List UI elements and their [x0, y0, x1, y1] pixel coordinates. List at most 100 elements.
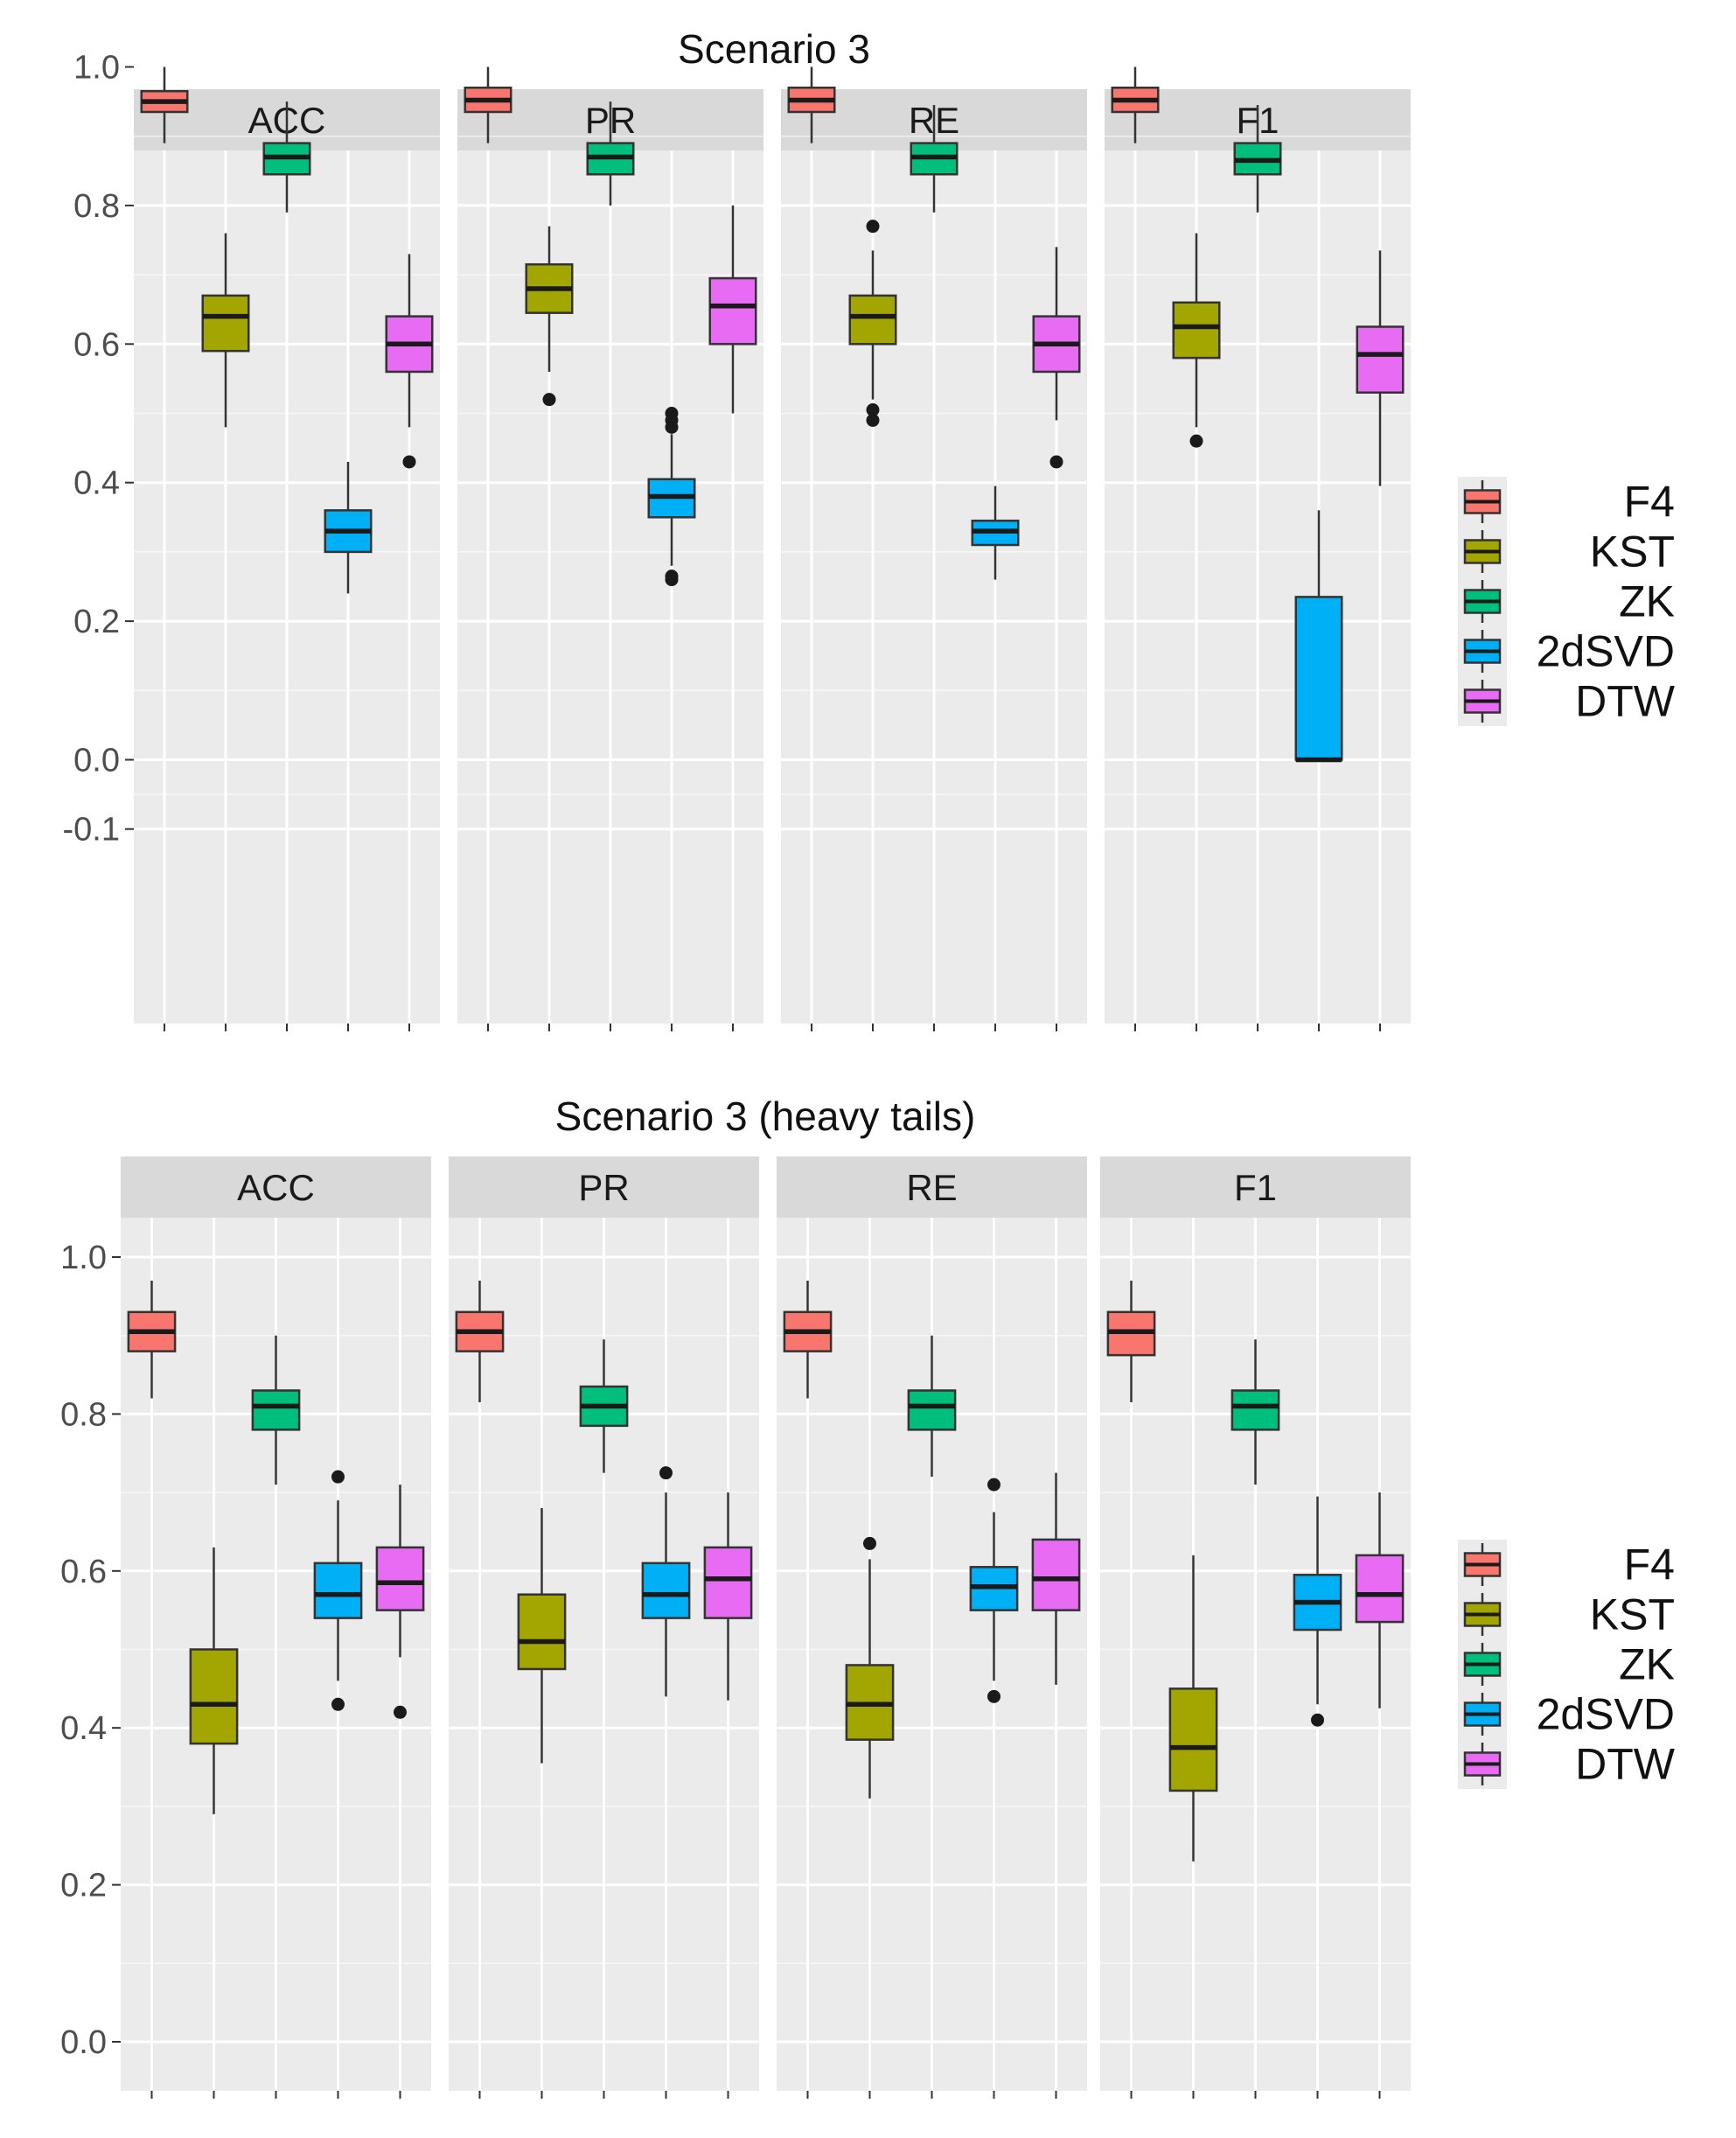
box-2dsvd	[1293, 1496, 1342, 1727]
box-body	[907, 1389, 957, 1431]
box-zk	[907, 1335, 957, 1478]
facet-f1: F1	[1100, 1156, 1411, 2099]
outlier-point	[987, 1478, 1000, 1492]
facet-strip-label: PR	[578, 1167, 629, 1208]
outlier-point	[863, 1536, 876, 1550]
box-dtw	[1355, 1492, 1405, 1708]
box-dtw	[1031, 1472, 1081, 1685]
y-tick-label: 0.6	[60, 1554, 107, 1590]
box-zk	[579, 1339, 629, 1473]
outlier-point	[402, 455, 416, 469]
box-body	[641, 1562, 691, 1619]
box-body	[251, 1389, 301, 1431]
box-f4	[1111, 66, 1160, 143]
facet-strip	[449, 1156, 759, 1218]
box-kst	[201, 233, 250, 428]
y-tick-label: 0.0	[73, 743, 120, 779]
y-tick-label: 0.4	[73, 465, 120, 502]
box-kst	[848, 220, 897, 427]
outlier-point	[331, 1470, 345, 1484]
facet-strip-label: F1	[1234, 1167, 1277, 1208]
outlier-point	[665, 420, 679, 434]
legend-label: KST	[1590, 528, 1675, 576]
chart-title: Scenario 3 (heavy tails)	[555, 1093, 976, 1139]
box-body	[1294, 596, 1343, 761]
box-body	[313, 1562, 363, 1619]
box-2dsvd	[1294, 510, 1343, 763]
y-tick-label: 0.4	[60, 1710, 107, 1747]
outlier-point	[1311, 1713, 1324, 1727]
facet-strip	[121, 1156, 431, 1218]
box-body	[848, 294, 897, 346]
box-dtw	[1032, 247, 1081, 469]
outlier-point	[665, 407, 679, 420]
facet-re: RE	[781, 66, 1087, 1031]
box-body	[375, 1546, 425, 1611]
box-body	[1355, 1554, 1405, 1624]
outlier-point	[866, 403, 880, 417]
box-f4	[783, 1280, 833, 1399]
box-2dsvd	[641, 1466, 691, 1697]
box-zk	[1233, 105, 1282, 213]
box-f4	[455, 1280, 505, 1402]
outlier-point	[866, 220, 880, 234]
legend-key-dtw: DTW	[1463, 1740, 1676, 1789]
box-body	[703, 1546, 753, 1619]
box-dtw	[703, 1492, 753, 1701]
box-kst	[845, 1536, 895, 1799]
box-zk	[1231, 1339, 1280, 1485]
box-zk	[586, 101, 635, 206]
facet-acc: ACC	[121, 1156, 431, 2099]
outlier-point	[394, 1705, 407, 1719]
legend-label: DTW	[1575, 677, 1676, 726]
box-body	[201, 294, 250, 353]
box-f4	[127, 1280, 177, 1399]
box-body	[1031, 1538, 1081, 1611]
facet-strip	[1100, 1156, 1411, 1218]
y-tick-label: 1.0	[73, 50, 120, 87]
legend-key-f4: F4	[1463, 478, 1675, 527]
box-dtw	[1356, 250, 1405, 486]
y-tick-label: -0.1	[63, 812, 120, 849]
box-2dsvd	[647, 407, 696, 587]
y-tick-label: 0.0	[60, 2024, 107, 2061]
facet-strip-label: ACC	[237, 1167, 315, 1208]
legend-key-2dsvd: 2dSVD	[1463, 627, 1675, 676]
box-2dsvd	[313, 1470, 363, 1711]
box-kst	[517, 1508, 567, 1764]
box-body	[189, 1648, 239, 1745]
facet-f1: F1	[1105, 66, 1411, 1031]
box-body	[708, 276, 757, 346]
outlier-point	[1049, 455, 1063, 469]
legend-key-zk: ZK	[1463, 1640, 1675, 1689]
box-body	[517, 1593, 567, 1671]
box-body	[1231, 1389, 1280, 1431]
box-kst	[525, 226, 574, 407]
facet-strip	[777, 1156, 1087, 1218]
scenario-3-plot: Scenario 3 ACC PR RE F1 1.0 0.8 0.6 0.4 0.2 0.0 -0.…	[63, 26, 1676, 1031]
outlier-point	[866, 413, 880, 427]
scenario-3-heavy-tails-plot: Scenario 3 (heavy tails) ACC PR RE F1 1.0 0.8 0…	[60, 1093, 1676, 2099]
legend-label: ZK	[1619, 577, 1675, 626]
legend-label: DTW	[1575, 1740, 1676, 1789]
legend-label: ZK	[1619, 1640, 1675, 1689]
box-dtw	[385, 254, 434, 469]
legend-label: KST	[1590, 1590, 1675, 1639]
legend-label: 2dSVD	[1537, 627, 1675, 676]
box-body	[1356, 325, 1405, 394]
facet-strip-label: RE	[906, 1167, 957, 1208]
box-f4	[140, 66, 189, 143]
box-2dsvd	[969, 1478, 1019, 1703]
outlier-point	[987, 1689, 1000, 1703]
box-f4	[787, 66, 836, 143]
box-f4	[1106, 1280, 1156, 1402]
legend-key-zk: ZK	[1463, 577, 1675, 626]
legend-label: 2dSVD	[1537, 1690, 1675, 1739]
facet-pr: PR	[449, 1156, 759, 2099]
y-tick-label: 0.2	[60, 1868, 107, 1904]
outlier-point	[542, 393, 556, 407]
legend-label: F4	[1624, 1541, 1675, 1590]
